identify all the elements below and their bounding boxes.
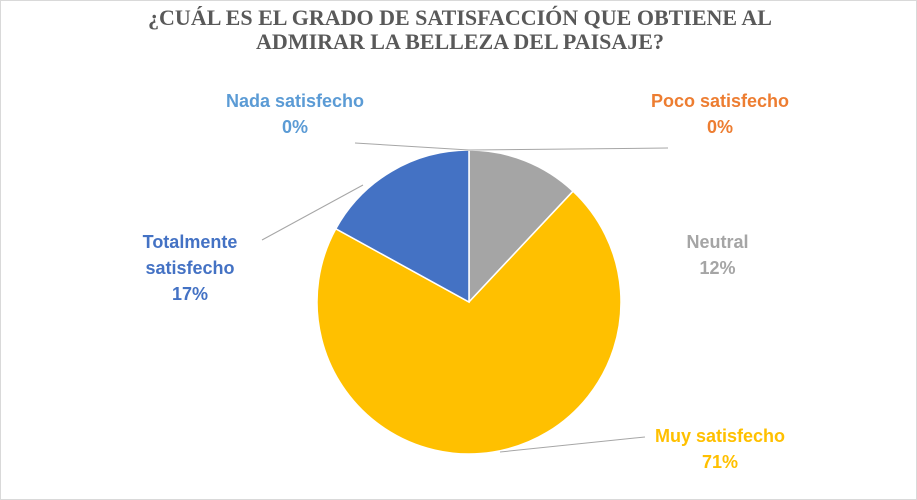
value-label: 17% <box>171 284 209 304</box>
leader-line <box>468 147 669 151</box>
category-label: Poco satisfecho <box>650 91 790 111</box>
value-label: 12% <box>699 258 736 278</box>
pie-slice <box>316 190 622 455</box>
category-label: Nada satisfecho <box>225 91 365 111</box>
chart-title: ¿CUÁL ES EL GRADO DE SATISFACCIÓN QUE OB… <box>148 5 772 54</box>
data-label: Muy satisfecho 71% <box>605 423 835 475</box>
value-label: 71% <box>701 452 739 472</box>
category-label: Muy satisfecho <box>654 426 786 446</box>
data-label: Nada satisfecho 0% <box>220 88 370 140</box>
pie-slice <box>334 149 470 304</box>
data-label: Neutral 12% <box>640 229 795 281</box>
leader-line <box>354 142 470 151</box>
value-label: 0% <box>706 117 733 137</box>
category-label: Totalmente satisfecho <box>142 232 238 278</box>
data-label: Totalmente satisfecho 17% <box>110 229 270 307</box>
category-label: Neutral <box>686 232 749 252</box>
data-label: Poco satisfecho 0% <box>650 88 790 140</box>
leader-line <box>499 436 646 453</box>
value-label: 0% <box>281 117 308 137</box>
leader-line <box>261 184 364 241</box>
